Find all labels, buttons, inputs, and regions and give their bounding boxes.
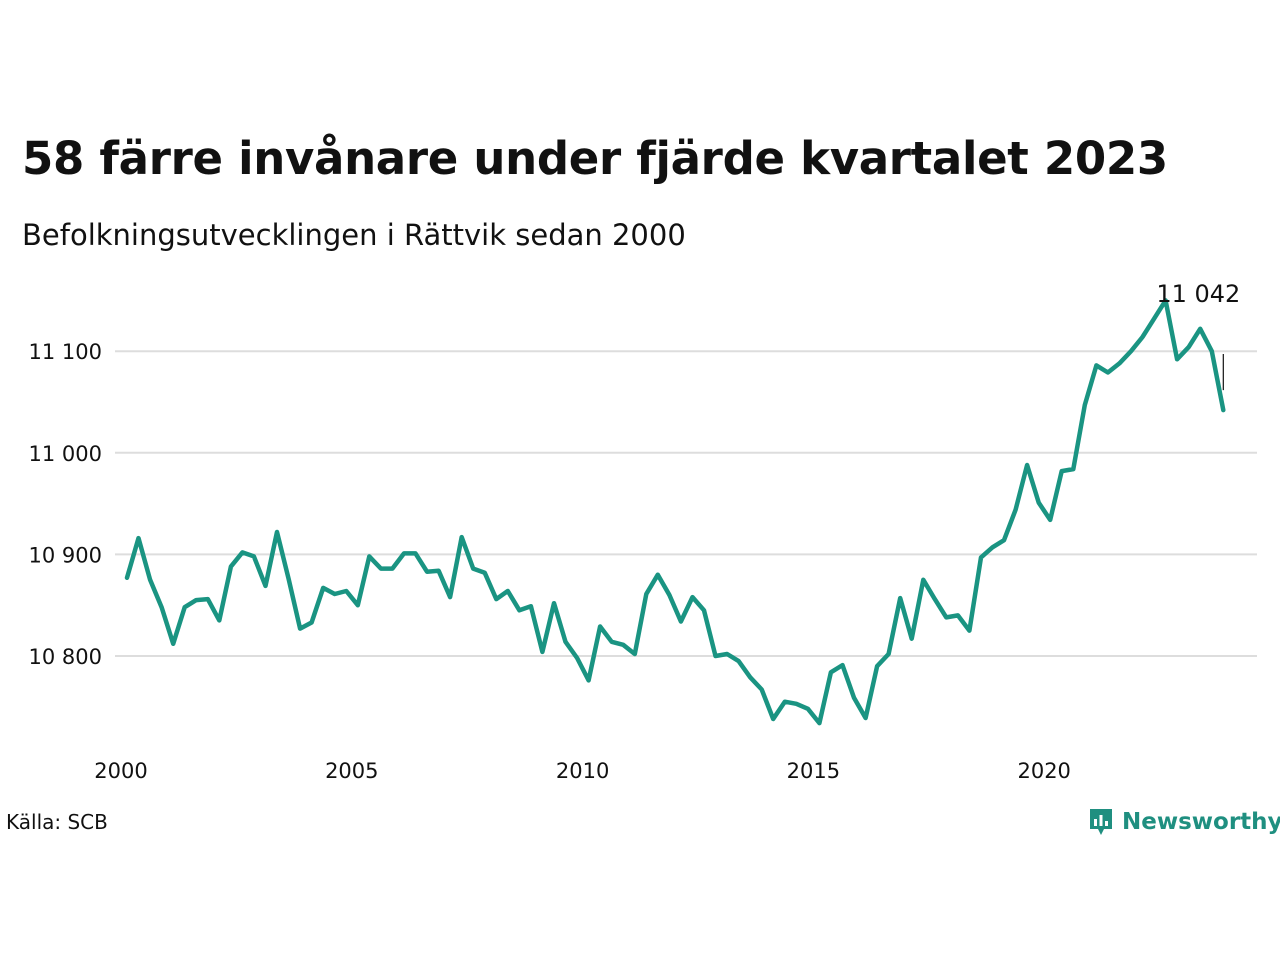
series-line [124,298,1226,726]
newsworthy-logo: Newsworthy [1088,804,1280,840]
y-tick-label: 11 000 [29,442,102,466]
brand-name: Newsworthy [1122,809,1280,835]
bar-chart-icon [1090,809,1112,835]
chart-title: 58 färre invånare under fjärde kvartalet… [22,132,1168,185]
last-value-label: 11 042 [1156,280,1240,308]
x-tick-label: 2010 [556,759,609,783]
x-tick-label: 2000 [94,759,147,783]
y-tick-label: 10 800 [29,645,102,669]
y-tick-label: 10 900 [29,543,102,567]
chart-subtitle: Befolkningsutvecklingen i Rättvik sedan … [22,218,686,252]
y-tick-label: 11 100 [29,340,102,364]
x-tick-label: 2020 [1017,759,1070,783]
x-tick-label: 2015 [787,759,840,783]
source-note: Källa: SCB [6,810,108,834]
x-tick-label: 2005 [325,759,378,783]
